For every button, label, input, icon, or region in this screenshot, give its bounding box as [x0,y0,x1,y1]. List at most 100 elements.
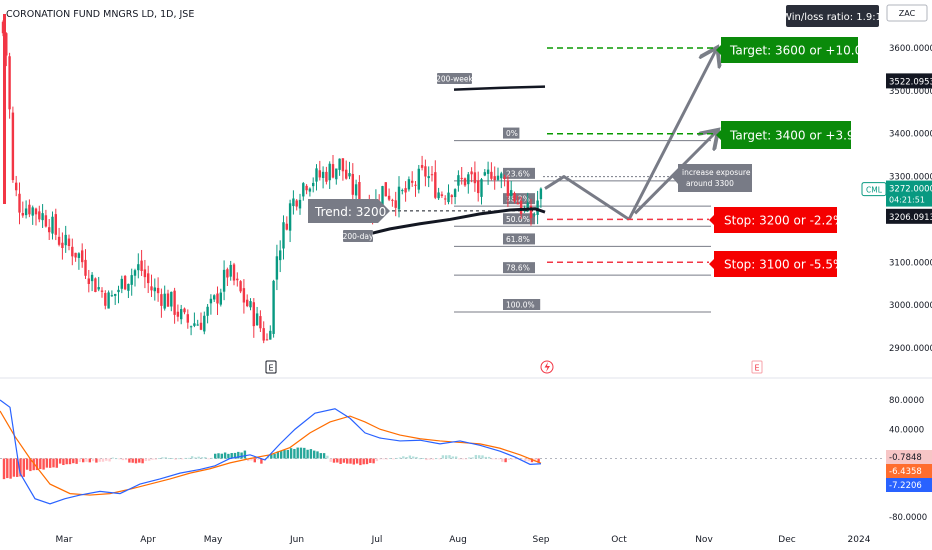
time-label: Aug [449,535,467,545]
candle-body [493,176,496,181]
histogram-bar [55,458,58,468]
candle-body [21,213,24,216]
moving-averages [361,85,546,238]
histogram-bar [372,458,375,464]
candle-body [97,287,100,290]
candle-body [41,213,44,221]
fib-level-tag [503,213,535,225]
histogram-bar [504,458,507,463]
histogram-bar [362,458,365,465]
histogram-bar [19,458,22,477]
candle-body [226,269,229,278]
candles [1,14,543,344]
candle-body [34,208,38,215]
histogram-bar [105,458,108,461]
price-tick-label: 3000.0000 [889,301,932,311]
candle-body [397,186,401,210]
candle-body [414,184,417,186]
candle-body [203,315,206,332]
candle-body [516,202,519,205]
histogram-bar [431,458,435,460]
price-axis[interactable]: 3600.0000 3500.0000 3400.0000 3300.0000 3100… [861,44,932,354]
candle-body [64,234,67,246]
oscillator-axis[interactable]: 80.0000 40.0000 -80.0000 -0.7848 -6.4358 -7.2… [886,396,932,523]
candle-body [163,293,166,309]
histogram-bar [336,458,339,463]
candle-body [265,339,269,341]
histogram-bar [405,457,408,459]
win-loss-badge: Win/loss ratio: 1.9:1 [782,5,882,27]
fib-level-label: 100.0% [506,301,535,310]
candle-body [328,163,331,181]
histogram-bar [359,458,362,466]
histogram-bar [260,458,263,464]
candle-body [318,170,321,178]
histogram-bar [280,451,283,459]
candle-body [123,275,127,290]
projection-arrow-3600 [627,50,716,221]
histogram-bar [75,458,78,464]
time-axis[interactable]: Mar Apr May Jun Jul Aug Sep Oct Nov Dec 2024 [56,535,871,545]
histogram-bar [240,452,243,459]
histogram-bar [190,456,194,459]
histogram-bar [435,458,438,460]
candle-body [259,316,262,329]
histogram-bar [445,455,448,459]
candle-body [477,180,480,194]
candle-body [150,286,153,291]
candle-body [206,306,209,316]
histogram-bar [124,458,128,461]
candle-body [242,288,246,303]
histogram-bar [134,458,138,464]
histogram-bar [16,458,19,477]
histogram-bar [82,458,85,463]
price-tick-label: 3300.0000 [889,173,932,183]
histogram-bar [177,458,181,460]
osc-value-label: -7.2206 [889,481,922,491]
histogram-bar [108,458,111,462]
price-tick-label: 3400.0000 [889,130,932,140]
ma200d-price-flag [886,208,932,224]
candle-body [483,172,486,176]
histogram-bar [154,458,157,460]
histogram-bar [214,453,217,459]
candle-body [130,275,133,285]
candle-body [44,215,48,227]
candle-body [110,295,114,297]
currency-button[interactable]: ZAC [886,4,928,22]
target-label: Target: 3400 or +3.9% [729,129,866,143]
histogram-bar [326,455,329,459]
projection-path [544,175,630,221]
increase-note-box [672,164,752,192]
histogram-bar [385,458,388,460]
candle-body [232,264,236,281]
candle-body [269,330,272,340]
candle-body [173,290,176,315]
time-label: Jul [371,535,383,545]
histogram-bar [95,458,98,463]
time-label: Dec [778,535,795,545]
candle-body [104,292,107,306]
candle-body [358,181,361,204]
histogram-bar [375,458,379,462]
osc-tick-label: 40.0000 [889,425,924,435]
candle-body [81,250,84,263]
fib-level-label: 0% [506,129,518,138]
candle-body [100,290,104,292]
fib-level-tag [503,127,520,139]
histogram-bar [382,458,385,460]
symbol-title: CORONATION FUND MNGRS LD, 1D, JSE [6,9,194,20]
time-label: Mar [56,535,73,545]
lightning-icon [544,362,550,372]
candle-body [5,33,8,56]
fib-level-tag [503,193,535,205]
candle-body [222,269,226,292]
candle-body [513,193,516,202]
histogram-bar [115,458,118,460]
candle-body [117,289,120,293]
annotations[interactable]: 200-week 200-day Trend: 3200 increase expos… [265,37,874,374]
candle-body [279,250,282,261]
histogram-bar [309,449,313,459]
candle-body [94,278,97,292]
